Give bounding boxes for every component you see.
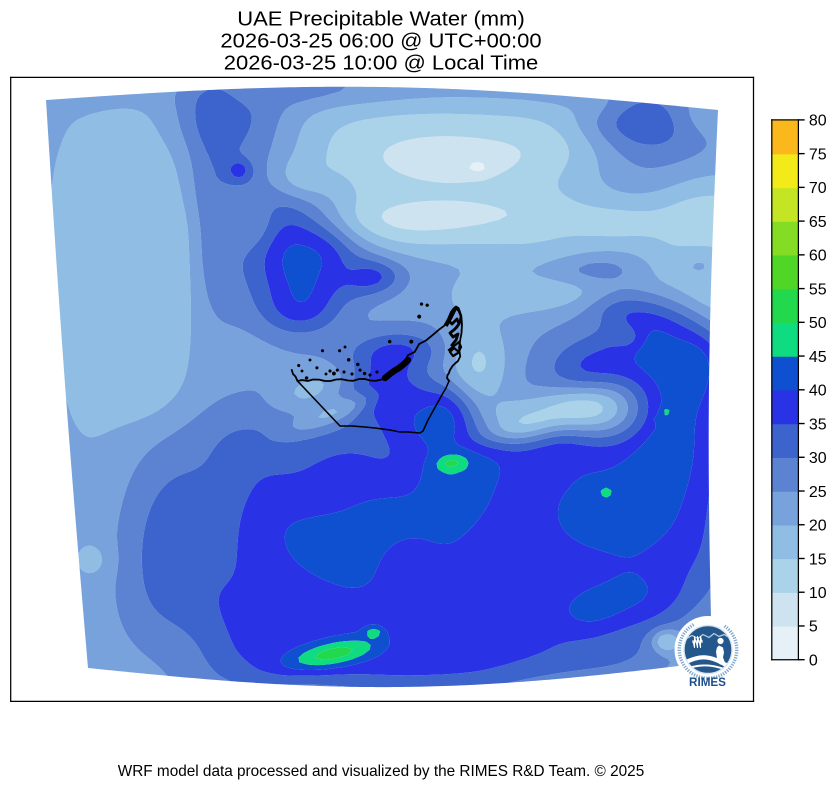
svg-text:40: 40 — [809, 383, 827, 400]
svg-text:2026-03-25 06:00 @ UTC+00:00: 2026-03-25 06:00 @ UTC+00:00 — [220, 30, 541, 52]
svg-text:60: 60 — [809, 248, 827, 265]
svg-text:65: 65 — [809, 214, 827, 231]
svg-text:WRF model data processed and v: WRF model data processed and visualized … — [118, 763, 644, 780]
svg-text:30: 30 — [809, 450, 827, 467]
svg-text:5: 5 — [809, 619, 818, 636]
svg-text:UAE Precipitable Water (mm): UAE Precipitable Water (mm) — [237, 8, 525, 30]
svg-text:50: 50 — [809, 315, 827, 332]
svg-text:15: 15 — [809, 551, 827, 568]
svg-text:2026-03-25 10:00 @ Local Time: 2026-03-25 10:00 @ Local Time — [224, 52, 539, 74]
svg-text:0: 0 — [809, 652, 818, 669]
svg-text:80: 80 — [809, 113, 827, 130]
svg-text:75: 75 — [809, 146, 827, 163]
svg-text:55: 55 — [809, 281, 827, 298]
svg-text:45: 45 — [809, 349, 827, 366]
svg-text:25: 25 — [809, 484, 827, 501]
svg-text:70: 70 — [809, 180, 827, 197]
svg-text:RIMES: RIMES — [689, 676, 726, 689]
svg-text:10: 10 — [809, 585, 827, 602]
svg-text:35: 35 — [809, 416, 827, 433]
svg-text:20: 20 — [809, 518, 827, 535]
